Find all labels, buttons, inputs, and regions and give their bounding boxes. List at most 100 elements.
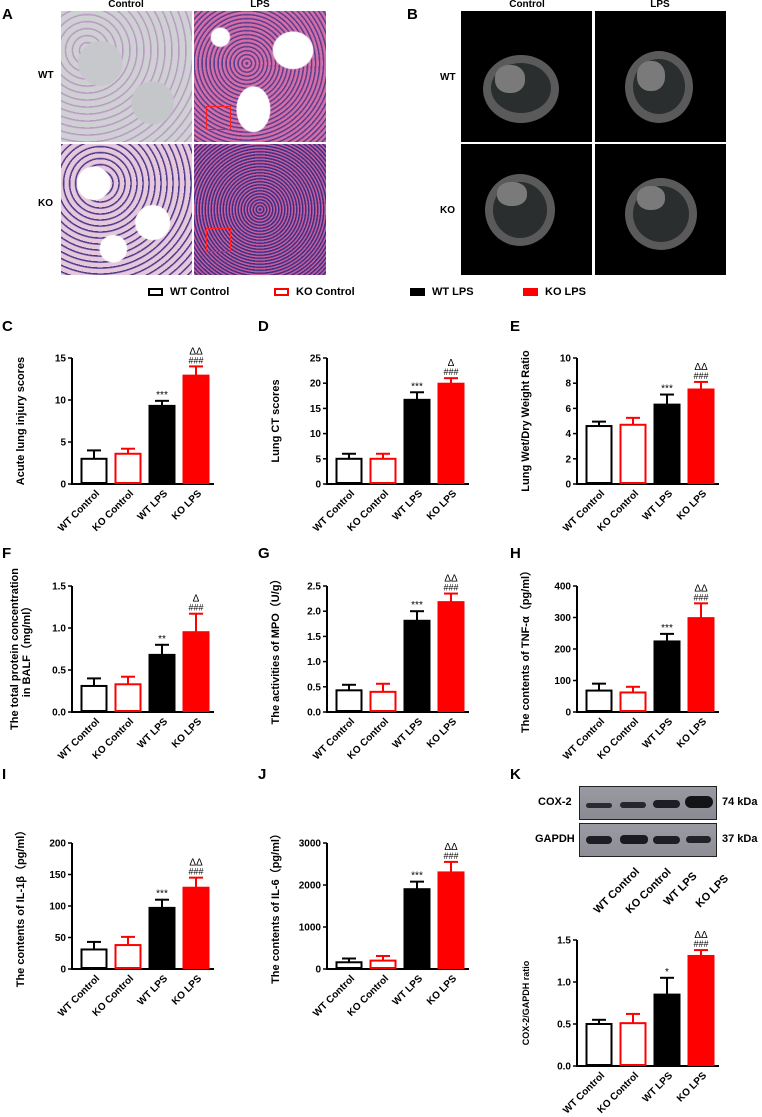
y-tick-label: 25 (310, 354, 322, 365)
histology-ko-lps (194, 144, 326, 275)
bar (335, 689, 363, 713)
bar (182, 631, 210, 712)
bar (687, 954, 715, 1066)
blot-lane-labels: WT Control KO Control WT LPS KO LPS (592, 866, 731, 916)
bar (585, 1023, 613, 1066)
chart-i-il1b: The contents of IL-1β（pg/ml） 0 50 100 150 200… (14, 825, 214, 1019)
y-tick-label: 5 (60, 438, 66, 449)
significance-marker: ΔΔ (694, 583, 708, 594)
chart-j-il6: The contents of IL-6（pg/ml） 0 1000 2000 3000… (269, 828, 469, 1019)
x-tick-label: WT LPS (136, 488, 171, 523)
panel-label-k: K (510, 766, 521, 783)
significance-marker: *** (661, 384, 673, 395)
bar (114, 452, 142, 485)
row-label-wt: WT (440, 72, 456, 83)
y-tick-label: 2 (565, 454, 571, 465)
legend-item-wt-control: WT Control (148, 286, 229, 298)
column-label-lps: LPS (650, 0, 670, 10)
x-tick-label: KO LPS (170, 716, 204, 750)
histology-wt-control (61, 11, 192, 142)
bar (585, 425, 613, 484)
blot-gapdh (579, 823, 717, 857)
bar (80, 948, 108, 970)
y-tick-label: 300 (554, 613, 571, 624)
y-axis-label: Lung CT scores (270, 379, 282, 462)
blot-cox2 (579, 786, 717, 820)
y-tick-label: 0.0 (307, 708, 321, 719)
x-tick-label: KO LPS (425, 973, 459, 1007)
y-tick-label: 0.0 (52, 708, 66, 719)
significance-marker: ### (443, 851, 458, 861)
x-tick-label: WT LPS (641, 716, 676, 751)
significance-marker: *** (156, 889, 168, 900)
column-label-lps: LPS (250, 0, 270, 10)
panel-label-b: B (407, 6, 418, 23)
legend-label: KO LPS (545, 286, 586, 298)
x-tick-label: KO LPS (675, 488, 709, 522)
legend: WT Control KO Control WT LPS KO LPS (148, 286, 628, 302)
y-tick-label: 1.0 (52, 624, 66, 635)
bar (653, 993, 681, 1066)
bar (619, 1022, 647, 1067)
y-tick-label: 2.5 (307, 582, 321, 593)
chart-f-balf-protein: The total protein concentration in BALF（m… (9, 568, 214, 762)
y-tick-label: 4 (565, 429, 571, 440)
x-tick-label: WT LPS (641, 488, 676, 523)
y-axis-label: The contents of IL-1β（pg/ml） (14, 825, 27, 988)
legend-label: WT Control (170, 286, 230, 298)
panel-label-i: I (2, 766, 7, 783)
ct-ko-control (461, 144, 592, 275)
panel-label-f: F (2, 545, 12, 562)
y-tick-label: 150 (49, 870, 66, 881)
significance-marker: *** (411, 381, 423, 392)
x-tick-label: WT LPS (391, 716, 426, 751)
bar (148, 653, 176, 712)
bar (403, 888, 431, 969)
y-tick-label: 10 (310, 429, 322, 440)
legend-swatch (410, 288, 425, 296)
y-tick-label: 3000 (299, 839, 322, 850)
significance-marker: *** (661, 623, 673, 634)
bar (80, 457, 108, 485)
y-axis-label: in BALF（mg/ml） (20, 601, 33, 698)
y-tick-label: 6 (565, 404, 571, 415)
x-tick-label: WT LPS (391, 973, 426, 1008)
y-tick-label: 0 (565, 708, 571, 719)
significance-marker: ΔΔ (189, 858, 203, 869)
panel-label-e: E (510, 318, 521, 335)
x-tick-label: KO LPS (425, 488, 459, 522)
y-tick-label: 400 (554, 582, 571, 593)
bar (437, 871, 465, 969)
y-tick-label: 0.5 (52, 666, 66, 677)
bar (335, 961, 363, 969)
bar (80, 684, 108, 712)
y-tick-label: 0 (315, 965, 321, 976)
panel-label-j: J (258, 766, 267, 783)
bar (114, 683, 142, 712)
significance-marker: ### (693, 592, 708, 602)
bar (653, 403, 681, 484)
y-tick-label: 0.5 (557, 1020, 571, 1031)
bar (182, 886, 210, 969)
y-axis-label: The activities of MPO（U/g） (269, 574, 282, 725)
y-tick-label: 1.5 (557, 936, 571, 947)
significance-marker: ### (693, 939, 708, 949)
y-tick-label: 10 (55, 396, 67, 407)
y-tick-label: 100 (49, 902, 66, 913)
bar (619, 423, 647, 484)
panel-label-c: C (2, 318, 13, 335)
y-tick-label: 2.0 (307, 607, 321, 618)
significance-marker: ### (188, 603, 203, 613)
y-tick-label: 15 (310, 404, 322, 415)
inset-box (206, 228, 231, 252)
blot-size-cox2: 74 kDa (722, 796, 758, 808)
significance-marker: ΔΔ (444, 842, 458, 853)
y-tick-label: 1.5 (307, 632, 321, 643)
x-tick-label: WT LPS (136, 716, 171, 751)
significance-marker: ### (443, 583, 458, 593)
y-tick-label: 8 (565, 379, 571, 390)
significance-marker: ** (158, 634, 166, 645)
y-axis-label: The contents of IL-6（pg/ml） (269, 828, 282, 984)
